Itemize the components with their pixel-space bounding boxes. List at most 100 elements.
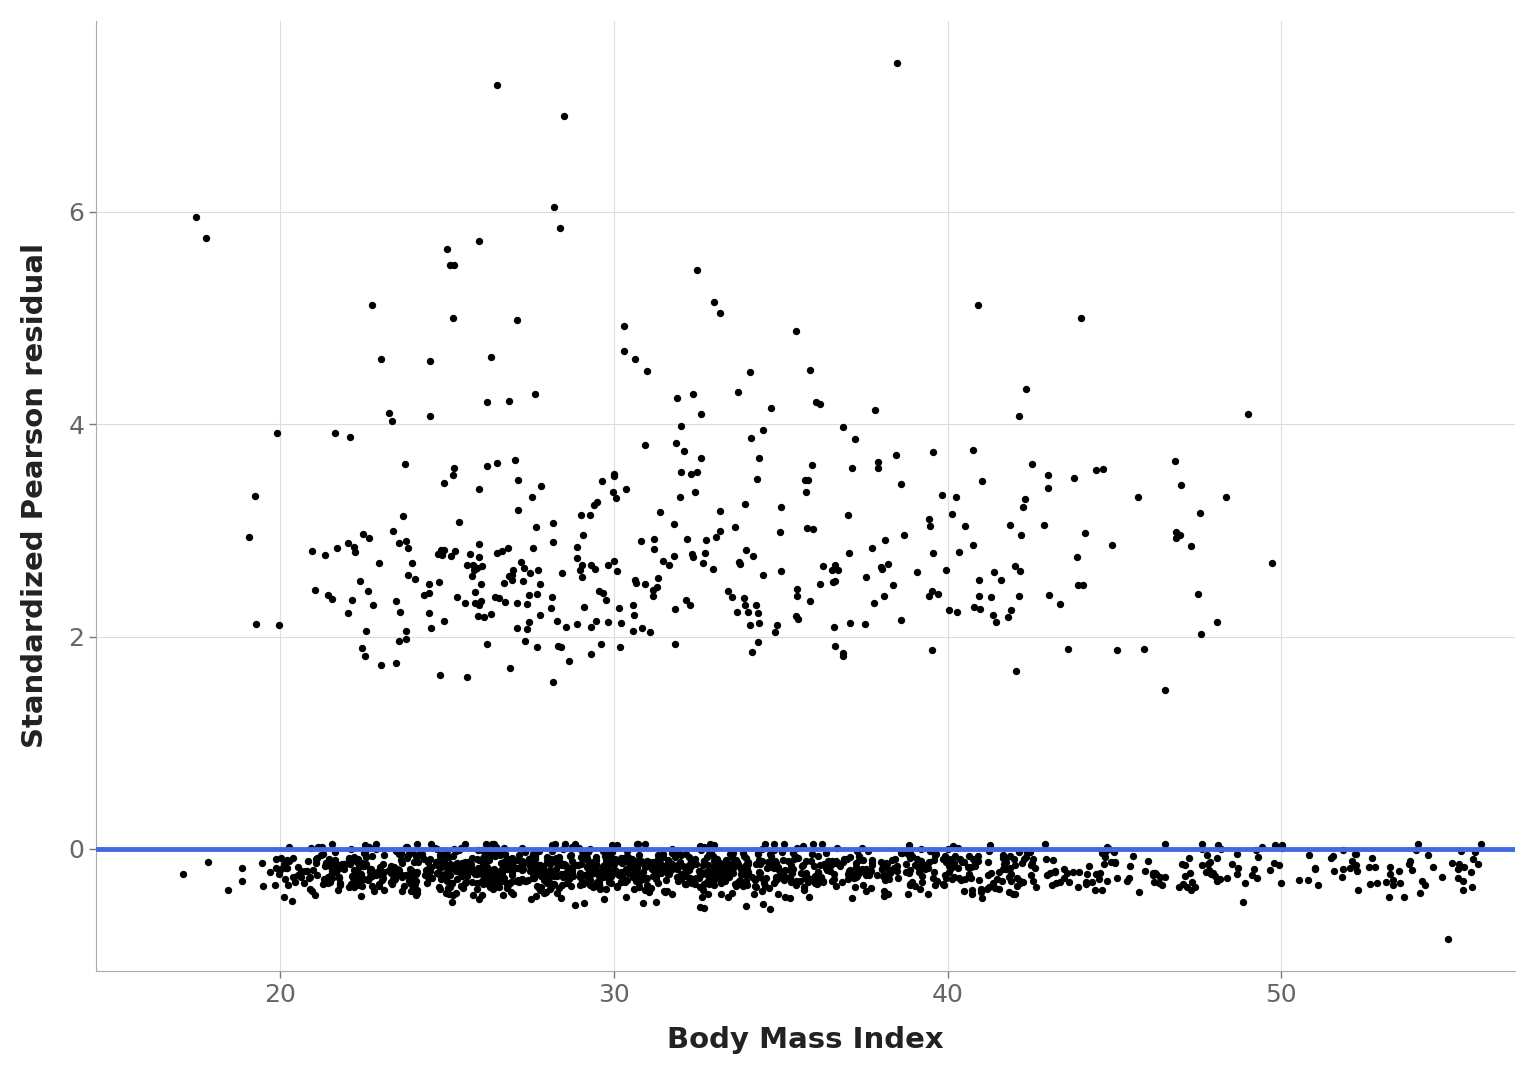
Point: [1445, 860, 1470, 877]
Point: [872, 871, 897, 888]
Point: [510, 862, 535, 879]
Point: [1344, 862, 1369, 879]
Point: [734, 872, 759, 889]
Point: [475, 393, 499, 411]
Point: [605, 878, 630, 895]
Point: [550, 857, 574, 874]
Point: [971, 890, 995, 907]
Point: [854, 860, 879, 877]
Point: [404, 847, 429, 864]
Point: [230, 873, 255, 890]
Point: [389, 851, 413, 869]
Point: [829, 874, 854, 891]
Point: [419, 835, 444, 852]
Point: [488, 846, 513, 863]
Point: [977, 843, 1001, 860]
Point: [811, 873, 836, 890]
Point: [696, 848, 720, 865]
Point: [459, 860, 484, 877]
Point: [267, 616, 292, 633]
Point: [353, 844, 378, 861]
Point: [651, 858, 676, 875]
Point: [1356, 859, 1381, 876]
Point: [379, 864, 404, 882]
Point: [771, 872, 796, 889]
Point: [966, 852, 991, 870]
Point: [475, 835, 499, 852]
Point: [1005, 869, 1029, 886]
Point: [602, 856, 627, 873]
Point: [805, 848, 829, 865]
Point: [848, 848, 872, 865]
Point: [1258, 861, 1283, 878]
Point: [931, 851, 955, 869]
Point: [1018, 857, 1043, 874]
Point: [1436, 931, 1461, 948]
Point: [809, 835, 834, 852]
Point: [929, 487, 954, 504]
Point: [966, 572, 991, 589]
Point: [816, 852, 840, 870]
Point: [1014, 491, 1038, 508]
Point: [777, 871, 802, 888]
Point: [644, 871, 668, 888]
Point: [630, 871, 654, 888]
Point: [584, 878, 608, 895]
Point: [427, 574, 452, 591]
Point: [639, 856, 664, 873]
Point: [542, 835, 567, 852]
Point: [1117, 870, 1141, 887]
Point: [688, 866, 713, 884]
Point: [742, 871, 766, 888]
Point: [688, 878, 713, 895]
Point: [900, 873, 925, 890]
Point: [369, 871, 393, 888]
Point: [684, 856, 708, 873]
Point: [402, 875, 427, 892]
Point: [793, 878, 817, 895]
Point: [985, 613, 1009, 630]
Point: [505, 594, 530, 612]
Point: [708, 864, 733, 882]
Point: [458, 863, 482, 880]
Point: [548, 890, 573, 907]
Point: [576, 844, 601, 861]
Point: [352, 526, 376, 543]
Point: [717, 869, 742, 886]
Point: [470, 859, 495, 876]
Point: [574, 866, 599, 884]
Point: [802, 868, 826, 885]
Point: [823, 557, 848, 574]
Point: [697, 870, 722, 887]
Point: [429, 850, 453, 868]
Point: [327, 856, 352, 873]
Point: [1143, 865, 1167, 883]
Point: [315, 873, 339, 890]
Point: [1321, 862, 1346, 879]
Point: [313, 855, 338, 872]
Point: [736, 865, 760, 883]
Point: [997, 869, 1021, 886]
Point: [975, 866, 1000, 884]
Point: [594, 591, 619, 608]
Point: [651, 553, 676, 570]
Point: [438, 855, 462, 872]
Point: [1187, 504, 1212, 521]
Point: [507, 872, 531, 889]
Point: [462, 865, 487, 883]
Point: [281, 849, 306, 866]
Point: [837, 544, 862, 561]
Point: [1141, 866, 1166, 884]
Point: [269, 861, 293, 878]
Point: [1092, 848, 1117, 865]
Point: [1008, 873, 1032, 890]
Point: [561, 861, 585, 878]
Point: [621, 850, 645, 868]
Point: [1244, 870, 1269, 887]
Point: [720, 849, 745, 866]
Point: [393, 622, 418, 640]
Point: [578, 858, 602, 875]
Point: [837, 861, 862, 878]
Point: [1175, 878, 1200, 895]
Point: [720, 864, 745, 882]
